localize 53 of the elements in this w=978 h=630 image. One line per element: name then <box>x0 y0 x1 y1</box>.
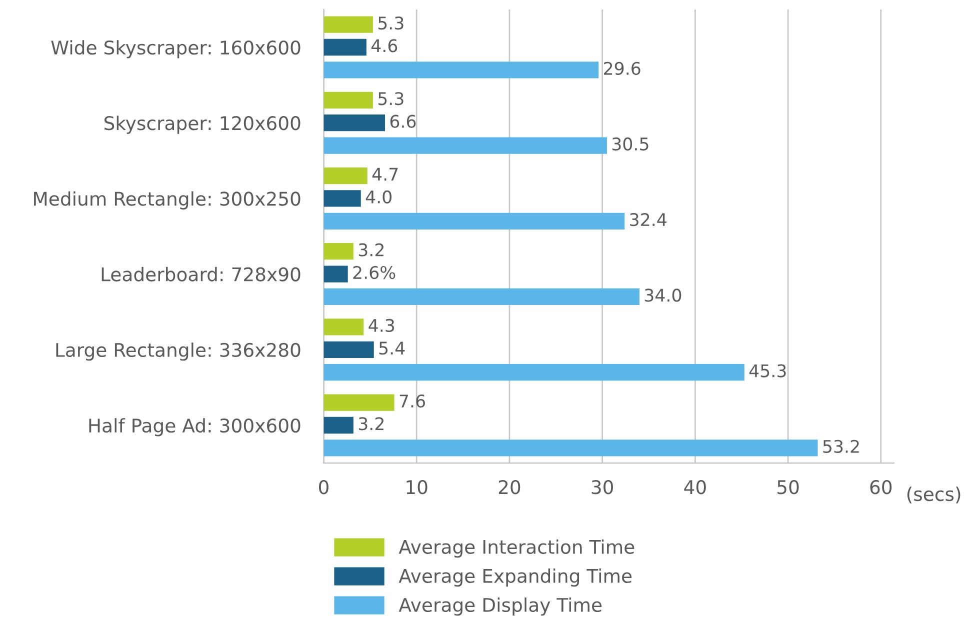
bar <box>324 114 386 132</box>
legend-label: Average Interaction Time <box>398 539 634 558</box>
x-tick-label: 10 <box>406 480 428 494</box>
y-tick-label: Leaderboard: 728x90 <box>102 266 300 282</box>
data-label: 7.6 <box>400 394 425 408</box>
legend-label: Average Expanding Time <box>398 568 632 587</box>
data-label: 4.7 <box>372 168 398 181</box>
bar <box>324 243 354 260</box>
data-label: 4.0 <box>366 190 392 204</box>
bar <box>324 62 599 78</box>
bar <box>324 394 394 411</box>
bar <box>324 38 366 56</box>
x-axis-title: (secs) <box>907 486 960 504</box>
bar <box>324 440 818 456</box>
bar <box>324 137 607 154</box>
data-label: 3.2 <box>358 243 384 256</box>
data-label: 29.6 <box>604 62 640 75</box>
legend-label: Average Display Time <box>398 598 602 616</box>
bar <box>324 92 373 108</box>
data-label: 5.3 <box>378 16 404 30</box>
data-label: 53.2 <box>823 440 859 453</box>
bar <box>324 288 640 306</box>
data-label: 5.3 <box>378 92 404 106</box>
y-tick-label: Skyscraper: 120x600 <box>104 116 300 134</box>
x-tick-label: 60 <box>870 480 892 494</box>
x-tick-label: 50 <box>778 480 799 494</box>
bar <box>324 364 744 381</box>
y-tick-label: Large Rectangle: 336x280 <box>56 342 300 361</box>
data-label: 3.2 <box>358 417 384 430</box>
x-tick-label: 0 <box>318 480 328 494</box>
bar <box>324 212 625 230</box>
data-label: 45.3 <box>749 364 786 378</box>
bar <box>324 167 368 184</box>
bar <box>324 341 374 358</box>
data-label: 5.4 <box>379 342 405 355</box>
data-label: 4.3 <box>368 318 394 332</box>
x-tick-label: 20 <box>498 480 520 494</box>
data-label: 32.4 <box>630 213 666 226</box>
bar <box>324 416 354 434</box>
bar <box>324 190 361 207</box>
y-tick-label: Half Page Ad: 300x600 <box>89 418 300 436</box>
data-label: 34.0 <box>644 288 682 302</box>
x-tick-label: 30 <box>592 480 613 494</box>
bar <box>324 266 348 282</box>
bar <box>324 318 364 336</box>
y-tick-label: Medium Rectangle: 300x250 <box>34 191 300 210</box>
data-label: 4.6 <box>371 39 398 52</box>
data-label: 30.5 <box>612 137 648 151</box>
x-tick-label: 40 <box>684 480 706 494</box>
y-tick-label: Wide Skyscraper: 160x600 <box>51 40 300 58</box>
data-label: 6.6 <box>390 114 416 128</box>
bar <box>324 16 373 33</box>
data-label: 2.6% <box>353 266 396 280</box>
